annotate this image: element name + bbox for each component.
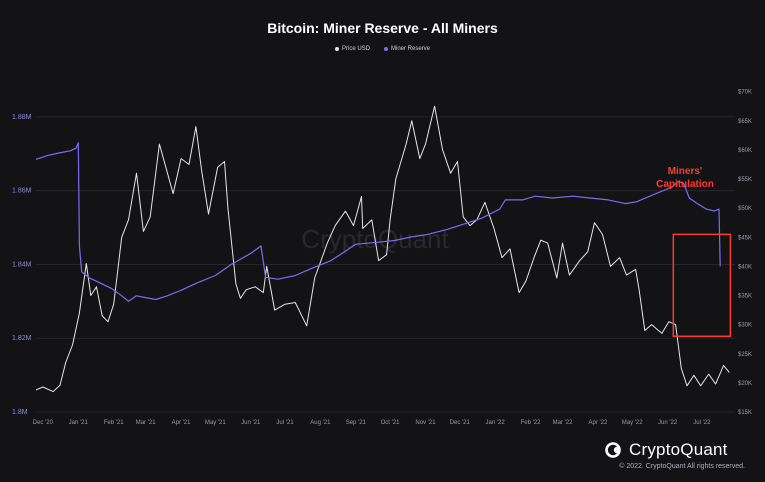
right-tick-label: $25K [738, 352, 752, 358]
x-tick-label: Apr '21 [172, 420, 191, 426]
left-tick-label: 1.84M [12, 261, 32, 268]
left-tick-label: 1.8M [12, 409, 28, 416]
annotation: Miners' Capitulation [656, 166, 732, 338]
brand-logo: CryptoQuant [605, 440, 728, 460]
series-line-reserve [35, 142, 721, 302]
right-tick-label: $15K [738, 410, 752, 416]
grid-lines [36, 116, 735, 413]
x-tick-label: Jul '22 [693, 420, 711, 426]
cryptoquant-logo-icon [605, 442, 621, 458]
x-tick-label: Dec '20 [33, 420, 54, 426]
right-tick-label: $35K [738, 294, 752, 300]
right-tick-label: $50K [738, 206, 752, 212]
x-tick-label: Jun '21 [241, 420, 261, 426]
right-tick-label: $55K [738, 177, 752, 183]
annotation-line1: Miners' [668, 166, 703, 177]
right-axis: $15K $20K $25K $30K $35K $40K $45K $50K $55K $60K… [738, 90, 752, 416]
x-axis: Dec '20 Jan '21 Feb '21 Mar '21 Apr '21 May '… [33, 420, 711, 426]
legend-dot-icon [334, 47, 339, 51]
legend: Price USD Miner Reserve [0, 46, 765, 52]
right-tick-label: $40K [738, 264, 752, 270]
legend-label-price: Price USD [341, 46, 370, 52]
annotation-line2: Capitulation [656, 179, 714, 190]
x-tick-label: Feb '21 [104, 420, 124, 426]
x-tick-label: Jun '22 [658, 420, 678, 426]
capitulation-box [672, 233, 732, 338]
right-tick-label: $60K [738, 148, 752, 154]
x-tick-label: Aug '21 [310, 420, 331, 426]
brand-name: CryptoQuant [629, 440, 728, 459]
x-tick-label: Feb '22 [521, 420, 541, 426]
right-tick-label: $20K [738, 381, 752, 387]
right-tick-label: $45K [738, 235, 752, 241]
series-layer [35, 105, 730, 393]
legend-item-reserve[interactable]: Miner Reserve [384, 46, 430, 52]
legend-dot-icon [384, 47, 388, 51]
copyright: © 2022. CryptoQuant All rights reserved. [619, 463, 745, 470]
x-tick-label: Mar '21 [136, 420, 156, 426]
x-tick-label: Jan '22 [486, 420, 506, 426]
x-tick-label: Mar '22 [553, 420, 573, 426]
chart-title: Bitcoin: Miner Reserve - All Miners [267, 20, 498, 36]
right-tick-label: $70K [738, 90, 752, 96]
left-tick-label: 1.82M [12, 335, 32, 342]
x-tick-label: Nov '21 [415, 420, 436, 426]
x-tick-label: Jan '21 [69, 420, 89, 426]
right-tick-label: $30K [738, 323, 752, 329]
x-tick-label: Dec '21 [450, 420, 471, 426]
left-tick-label: 1.88M [12, 114, 32, 121]
x-tick-label: Sep '21 [346, 420, 367, 426]
x-tick-label: May '21 [205, 420, 226, 426]
x-tick-label: Apr '22 [589, 420, 608, 426]
right-tick-label: $65K [738, 119, 752, 125]
left-axis: 1.8M 1.82M 1.84M 1.86M 1.88M [12, 114, 32, 416]
x-tick-label: Jul '21 [276, 420, 294, 426]
legend-item-price[interactable]: Price USD [334, 46, 370, 52]
x-tick-label: Oct '21 [381, 420, 400, 426]
x-tick-label: May '22 [622, 420, 643, 426]
left-tick-label: 1.86M [12, 188, 32, 195]
legend-label-reserve: Miner Reserve [391, 46, 431, 52]
series-line-price [35, 105, 730, 393]
